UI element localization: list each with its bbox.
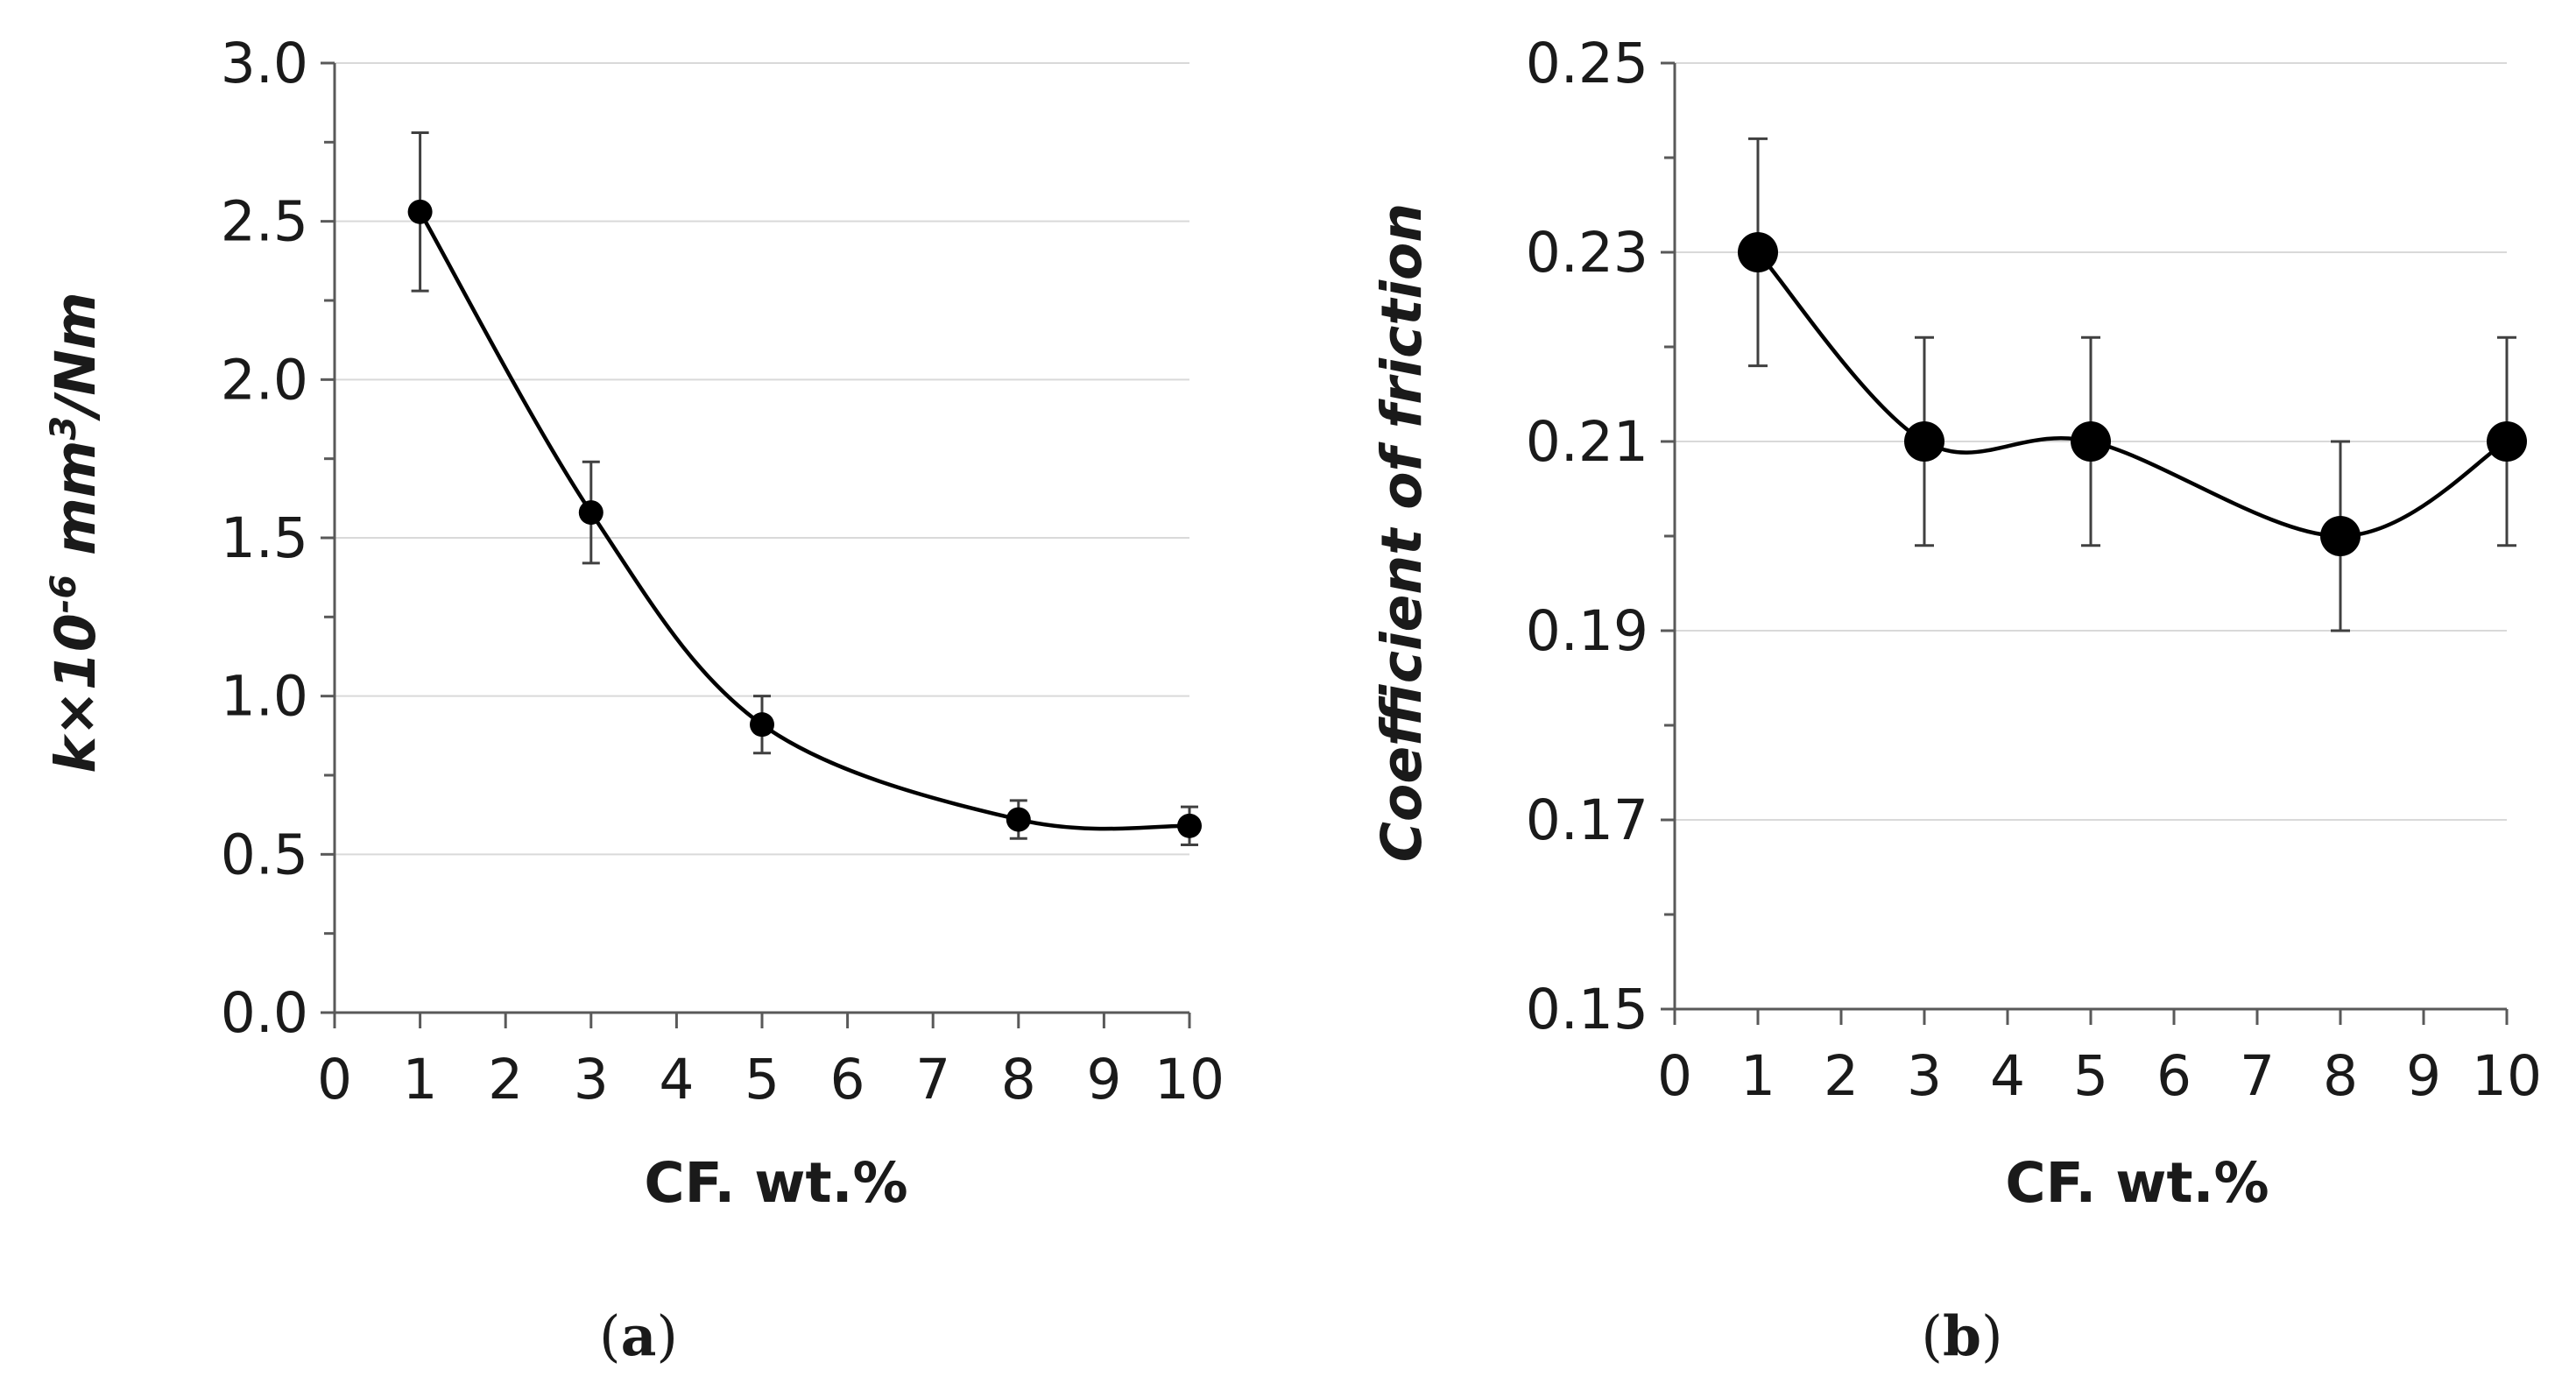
chart-b-data-point xyxy=(1904,421,1944,462)
chart-b-x-tick-label: 2 xyxy=(1824,1044,1859,1108)
chart-a-y-tick-label: 0.0 xyxy=(221,981,308,1045)
chart-a-data-point xyxy=(578,500,603,526)
chart-a-axes xyxy=(321,61,1191,1028)
chart-b-data-point xyxy=(1738,232,1778,272)
chart-a-x-tick-label: 5 xyxy=(745,1048,780,1112)
chart-b-data-points xyxy=(1738,232,2527,556)
chart-b-axes xyxy=(1661,61,2509,1025)
chart-b-data-point xyxy=(2320,516,2361,556)
chart-a-x-tick-labels: 0 1 2 3 4 5 6 7 8 9 10 xyxy=(317,1048,1224,1112)
chart-b-x-tick-label: 0 xyxy=(1657,1044,1692,1108)
chart-b-y-tick-label: 0.15 xyxy=(1526,978,1648,1041)
chart-b-x-tick-label: 6 xyxy=(2156,1044,2191,1108)
chart-a-x-tick-label: 9 xyxy=(1086,1048,1121,1112)
chart-a-data-points xyxy=(407,199,1202,838)
chart-b-y-tick-label: 0.25 xyxy=(1526,32,1648,95)
chart-a-y-tick-label: 1.5 xyxy=(221,506,308,570)
chart-a-y-tick-labels: 0.0 0.5 1.0 1.5 2.0 2.5 3.0 xyxy=(221,32,308,1045)
chart-a-panel-label: (a) xyxy=(599,1303,678,1368)
chart-a-data-point xyxy=(750,712,774,738)
chart-a: 0.0 0.5 1.0 1.5 2.0 2.5 3.0 0 1 2 3 4 5 6 7 8 9 10 CF. w… xyxy=(44,32,1224,1368)
chart-a-x-tick-label: 6 xyxy=(830,1048,865,1112)
chart-a-x-axis-label: CF. wt.% xyxy=(644,1151,907,1215)
chart-b-y-tick-label: 0.19 xyxy=(1526,599,1648,663)
chart-b-x-tick-label: 10 xyxy=(2472,1044,2542,1108)
chart-b: 0.15 0.17 0.19 0.21 0.23 0.25 0 1 2 3 4 5 6 7 8 9 10 CF… xyxy=(1370,32,2542,1368)
chart-b-x-tick-label: 8 xyxy=(2323,1044,2358,1108)
chart-a-y-tick-label: 0.5 xyxy=(221,823,308,886)
chart-b-data-point xyxy=(2071,421,2111,462)
chart-a-x-tick-label: 7 xyxy=(915,1048,950,1112)
chart-a-x-tick-label: 2 xyxy=(488,1048,523,1112)
chart-b-x-axis-label: CF. wt.% xyxy=(2005,1151,2269,1215)
chart-b-x-tick-label: 4 xyxy=(1990,1044,2025,1108)
chart-b-x-tick-labels: 0 1 2 3 4 5 6 7 8 9 10 xyxy=(1657,1044,2542,1108)
chart-a-x-tick-label: 4 xyxy=(659,1048,694,1112)
chart-a-x-tick-label: 0 xyxy=(317,1048,352,1112)
chart-b-y-tick-label: 0.17 xyxy=(1526,788,1648,852)
chart-b-y-tick-label: 0.23 xyxy=(1526,221,1648,285)
chart-b-panel-label: (b) xyxy=(1921,1303,2002,1368)
chart-a-y-axis-label: k×10-6 mm3/Nm xyxy=(44,292,108,773)
chart-a-y-tick-label: 3.0 xyxy=(221,32,308,95)
chart-b-x-tick-label: 1 xyxy=(1740,1044,1775,1108)
chart-a-y-tick-label: 2.0 xyxy=(221,348,308,412)
chart-b-y-axis-label: Coefficient of friction xyxy=(1370,203,1434,862)
chart-b-y-tick-label: 0.21 xyxy=(1526,410,1648,474)
chart-a-data-point xyxy=(407,199,433,224)
chart-b-x-tick-label: 5 xyxy=(2073,1044,2108,1108)
chart-a-series-line xyxy=(418,210,1190,831)
chart-a-gridlines xyxy=(335,62,1189,856)
chart-a-x-tick-label: 3 xyxy=(574,1048,609,1112)
chart-a-y-tick-label: 1.0 xyxy=(221,665,308,729)
chart-b-x-tick-label: 3 xyxy=(1907,1044,1942,1108)
chart-b-data-point xyxy=(2487,421,2527,462)
chart-b-series-line xyxy=(1756,251,2509,539)
chart-a-data-point xyxy=(1006,807,1031,832)
chart-a-x-tick-label: 8 xyxy=(1001,1048,1036,1112)
chart-a-data-point xyxy=(1177,813,1202,838)
chart-b-x-tick-label: 9 xyxy=(2406,1044,2441,1108)
chart-a-x-tick-label: 1 xyxy=(403,1048,438,1112)
chart-a-x-tick-label: 10 xyxy=(1154,1048,1224,1112)
chart-a-error-bars xyxy=(411,131,1198,846)
chart-b-y-tick-labels: 0.15 0.17 0.19 0.21 0.23 0.25 xyxy=(1526,32,1648,1041)
chart-b-x-tick-label: 7 xyxy=(2240,1044,2275,1108)
chart-a-y-tick-label: 2.5 xyxy=(221,190,308,254)
